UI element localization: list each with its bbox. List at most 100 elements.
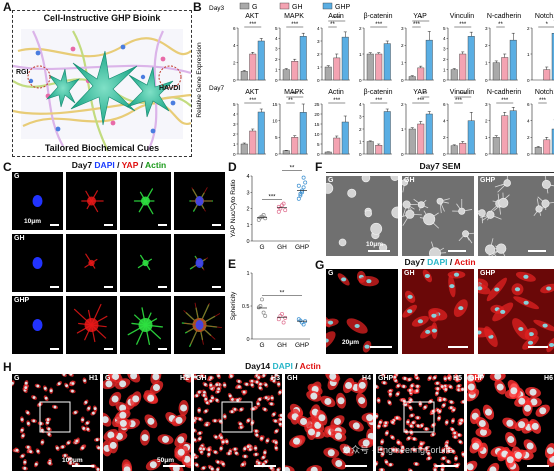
y-tick-label: 4 xyxy=(527,118,530,123)
y-tick-label: 0 xyxy=(443,78,446,83)
significance-label: *** xyxy=(501,98,509,104)
bar-g xyxy=(492,62,500,81)
y-tick-label: 1 xyxy=(359,139,362,144)
scale-bar xyxy=(212,224,221,226)
data-point xyxy=(276,204,281,209)
scale-bar xyxy=(163,465,185,467)
data-point xyxy=(283,208,288,213)
bar-gh xyxy=(501,115,509,155)
y-tick-label: 3 xyxy=(485,26,488,31)
y-tick-label: 1 xyxy=(401,60,404,65)
y-tick-label: 0 xyxy=(401,78,404,83)
sem-scale-bar xyxy=(368,250,390,252)
sem-scale-bar xyxy=(448,250,466,252)
panel-g-title: Day7 DAPI / Actin xyxy=(326,257,554,267)
bar-g xyxy=(366,141,374,155)
significance-label: ** xyxy=(423,92,428,98)
y-tick-label: 4 xyxy=(233,112,236,117)
panel-f-sem: Day7 SEM G 10μm GH GHP xyxy=(326,160,554,257)
title-dapi: DAPI xyxy=(272,361,293,371)
significance-label: *** xyxy=(291,92,299,98)
zoom-region-box xyxy=(39,401,71,433)
day14-tile-h2: G H2 50μm xyxy=(103,374,191,471)
chart-title: Vinculin xyxy=(450,13,474,20)
chart-title: YAP xyxy=(413,13,427,20)
legend-swatch xyxy=(279,2,290,10)
bioink-schematic-illustration xyxy=(13,29,191,152)
bar-chart-day7-yap: YAP 0 1 2 ***** xyxy=(401,89,434,157)
tile-id-label: H6 xyxy=(544,375,553,382)
bar-gh xyxy=(291,137,299,155)
g-image-g: G 20μm xyxy=(326,269,398,354)
y-tick-label: 0.5 xyxy=(242,304,250,310)
bar-ghp xyxy=(551,33,554,81)
title-yap: YAP xyxy=(121,160,139,170)
g-label-ghp: GHP xyxy=(480,270,496,277)
fluorescence-tile xyxy=(120,234,171,292)
significance-label: *** xyxy=(455,98,463,104)
bar-chart-day7-notch1: Notch1 0 2 4 6 *** xyxy=(527,89,554,157)
panel-d-yap-ratio: YAP Nuc/Cyto Ratio 0 1 2 3 4 G GH GHP *** ** xyxy=(228,160,314,257)
chart-title: Notch1 xyxy=(535,13,554,20)
g-scale-bar xyxy=(370,346,392,348)
scale-bar xyxy=(50,348,59,350)
y-tick-label: 2 xyxy=(401,43,404,48)
title-sep: / xyxy=(447,257,455,267)
tile-id-label: H4 xyxy=(362,375,371,382)
panel-h-day14: Day14 DAPI / Actin G H1 100μm G H2 50μm GH H3 GH… xyxy=(12,361,554,471)
panel-e-sphericity: Sphericity 0 0.5 1 G GH GHP ** xyxy=(228,257,314,355)
bar-chart-day3-actin: Actin 0 1 2 3 4 ***** xyxy=(317,13,350,83)
y-tick-label: 0 xyxy=(359,78,362,83)
fluorescence-tile xyxy=(66,296,117,354)
data-point xyxy=(263,313,268,318)
y-tick-label: 4 xyxy=(246,174,249,180)
row-label-gh: GH xyxy=(14,235,25,242)
panel-b-gene-expression: G GH GHP Relative Gene Expression Day3 Day7 AK… xyxy=(195,0,554,160)
scale-bar xyxy=(72,465,94,467)
zoom-region-box xyxy=(221,401,253,433)
bar-ghp xyxy=(509,39,517,81)
fluorescence-image-grid: G 10μm GH GHP xyxy=(12,172,226,355)
significance-label: *** xyxy=(417,98,425,104)
day14-tile-h3: GH H3 xyxy=(194,374,282,471)
bar-g xyxy=(408,128,416,155)
chart-title: MAPK xyxy=(284,89,304,96)
bar-chart-day3-vinculin: Vinculin 0 1 2 3 4 5 *** xyxy=(443,13,476,83)
fluorescence-tile xyxy=(120,296,171,354)
bar-chart-day7-mapk: MAPK 0 5 10 15 ***** xyxy=(272,89,308,157)
scale-bar xyxy=(212,286,221,288)
data-point xyxy=(296,183,301,188)
y-tick-label: 4 xyxy=(359,102,362,107)
data-point xyxy=(301,322,306,327)
sem-image-gh: GH xyxy=(402,176,474,256)
y-tick-label: 2 xyxy=(233,60,236,65)
y-tick-label: 5 xyxy=(443,26,446,31)
bar-chart-day3-yap: YAP 0 1 2 3 **** xyxy=(401,13,434,83)
data-point xyxy=(298,193,303,198)
data-point xyxy=(280,311,284,316)
y-tick-label: 0 xyxy=(317,78,320,83)
bar-ghp xyxy=(299,112,307,155)
y-tick-label: 3 xyxy=(485,102,488,107)
sem-label-gh: GH xyxy=(404,177,415,184)
bar-g xyxy=(324,151,332,155)
tile-group-label: GHP xyxy=(378,375,394,382)
significance-label: *** xyxy=(459,92,467,98)
significance-label: *** xyxy=(268,195,276,201)
significance-label: *** xyxy=(249,98,257,104)
chart-title: N-cadherin xyxy=(487,13,521,20)
significance-label: *** xyxy=(539,98,547,104)
y-tick-label: 6 xyxy=(443,102,446,107)
scale-bar xyxy=(345,465,367,467)
bar-gh xyxy=(375,145,383,155)
sem-scale-label: 10μm xyxy=(366,241,383,248)
y-tick-label: 10 xyxy=(272,118,278,123)
x-tick-label: GH xyxy=(277,244,287,251)
y-axis-label: Relative Gene Expression xyxy=(196,42,203,118)
fluorescence-tile xyxy=(174,296,225,354)
chart-title: YAP xyxy=(413,89,427,96)
bar-ghp xyxy=(467,36,475,81)
sem-scale-bar xyxy=(528,250,546,252)
day14-tile-h5: GHP H5 xyxy=(376,374,464,471)
